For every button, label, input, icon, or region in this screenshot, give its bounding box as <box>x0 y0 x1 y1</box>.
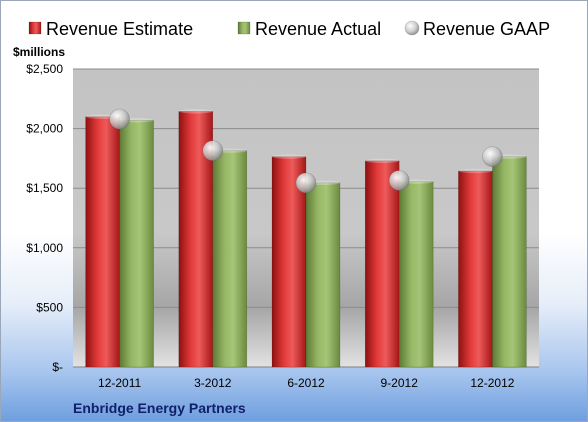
y-tick-label: $1,000 <box>26 241 63 255</box>
actual-bar <box>212 150 248 368</box>
legend-label: Revenue Actual <box>255 19 381 39</box>
y-tick-label: $500 <box>36 300 63 314</box>
company-name: Enbridge Energy Partners <box>73 400 246 416</box>
gaap-marker <box>482 146 503 167</box>
x-tick-label: 12-2011 <box>98 376 141 390</box>
actual-bar <box>305 182 341 368</box>
legend-swatch-gaap <box>404 20 420 36</box>
estimate-bar <box>364 160 400 368</box>
x-tick-label: 6-2012 <box>287 376 325 390</box>
actual-bar <box>398 181 434 368</box>
x-tick-label: 9-2012 <box>381 376 419 390</box>
legend-swatch-actual <box>237 21 251 35</box>
actual-bar <box>119 120 154 368</box>
estimate-bar-cap <box>272 154 306 159</box>
legend-label: Revenue Estimate <box>46 19 193 39</box>
gaap-marker <box>295 172 317 194</box>
y-tick-label: $2,500 <box>26 62 63 76</box>
gaap-marker <box>109 108 130 130</box>
x-tick-label: 12-2012 <box>470 376 514 390</box>
legend-swatch-estimate <box>28 21 42 35</box>
y-tick-label: $2,000 <box>26 122 63 136</box>
gaap-marker <box>388 170 410 191</box>
actual-bar <box>492 156 527 368</box>
estimate-bar-cap <box>458 168 493 174</box>
y-tick-label: $1,500 <box>26 181 63 195</box>
estimate-bar <box>85 116 120 368</box>
legend-label: Revenue GAAP <box>423 19 550 39</box>
x-tick-label: 3-2012 <box>194 376 232 390</box>
y-tick-label: $- <box>52 360 63 374</box>
gaap-marker <box>202 140 224 161</box>
estimate-bar <box>458 170 493 368</box>
estimate-bar-cap <box>178 109 213 114</box>
unit-label: $millions <box>13 45 65 59</box>
estimate-bar-cap <box>365 158 400 163</box>
